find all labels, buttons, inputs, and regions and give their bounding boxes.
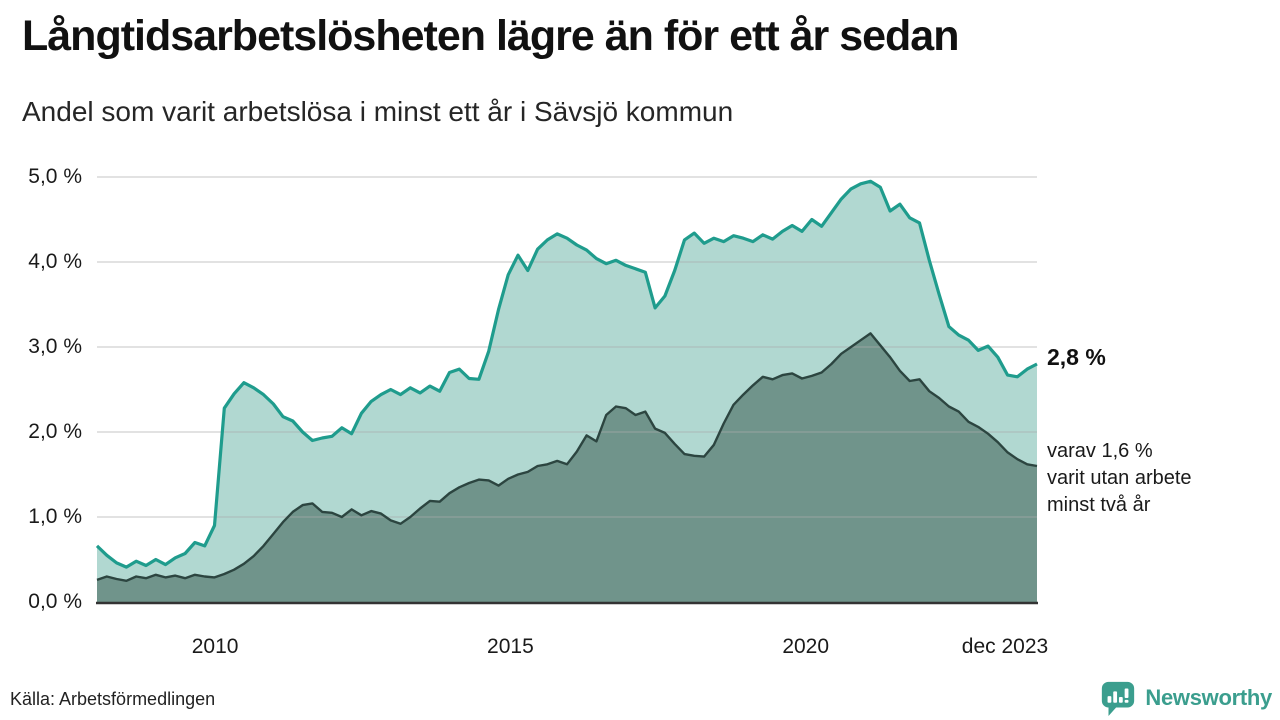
y-tick-label: 1,0 %	[28, 505, 82, 528]
newsworthy-logo: Newsworthy	[1099, 679, 1272, 717]
newsworthy-logo-text: Newsworthy	[1145, 685, 1272, 710]
series-line-1	[96, 332, 1038, 582]
source-caption: Källa: Arbetsförmedlingen	[10, 689, 216, 709]
y-tick-label: 2,0 %	[28, 420, 82, 443]
secondary-value-callout: varav 1,6 % varit utan arbete minst två …	[1047, 438, 1192, 519]
newsworthy-logo-icon	[1102, 681, 1135, 717]
page-title: Långtidsarbetslösheten lägre än för ett …	[22, 12, 959, 60]
y-tick-label: 4,0 %	[28, 250, 82, 273]
chart-subtitle: Andel som varit arbetslösa i minst ett å…	[22, 96, 734, 127]
x-tick-label: 2015	[487, 635, 534, 658]
series-line-0	[95, 179, 1038, 569]
callout-note-line: varit utan arbete	[1047, 467, 1192, 489]
x-tick-label: 2010	[191, 635, 239, 658]
y-tick-label: 3,0 %	[28, 335, 82, 358]
x-tick-label: 2020	[782, 635, 830, 658]
y-tick-label: 5,0 %	[28, 165, 82, 188]
callout-note-line: minst två år	[1047, 494, 1151, 516]
x-tick-label: dec 2023	[961, 635, 1049, 658]
series-area-1	[97, 333, 1037, 602]
latest-value-callout: 2,8 %	[1047, 344, 1106, 370]
y-tick-label: 0,0 %	[28, 590, 82, 613]
callout-note-line: varav 1,6 %	[1047, 440, 1153, 462]
